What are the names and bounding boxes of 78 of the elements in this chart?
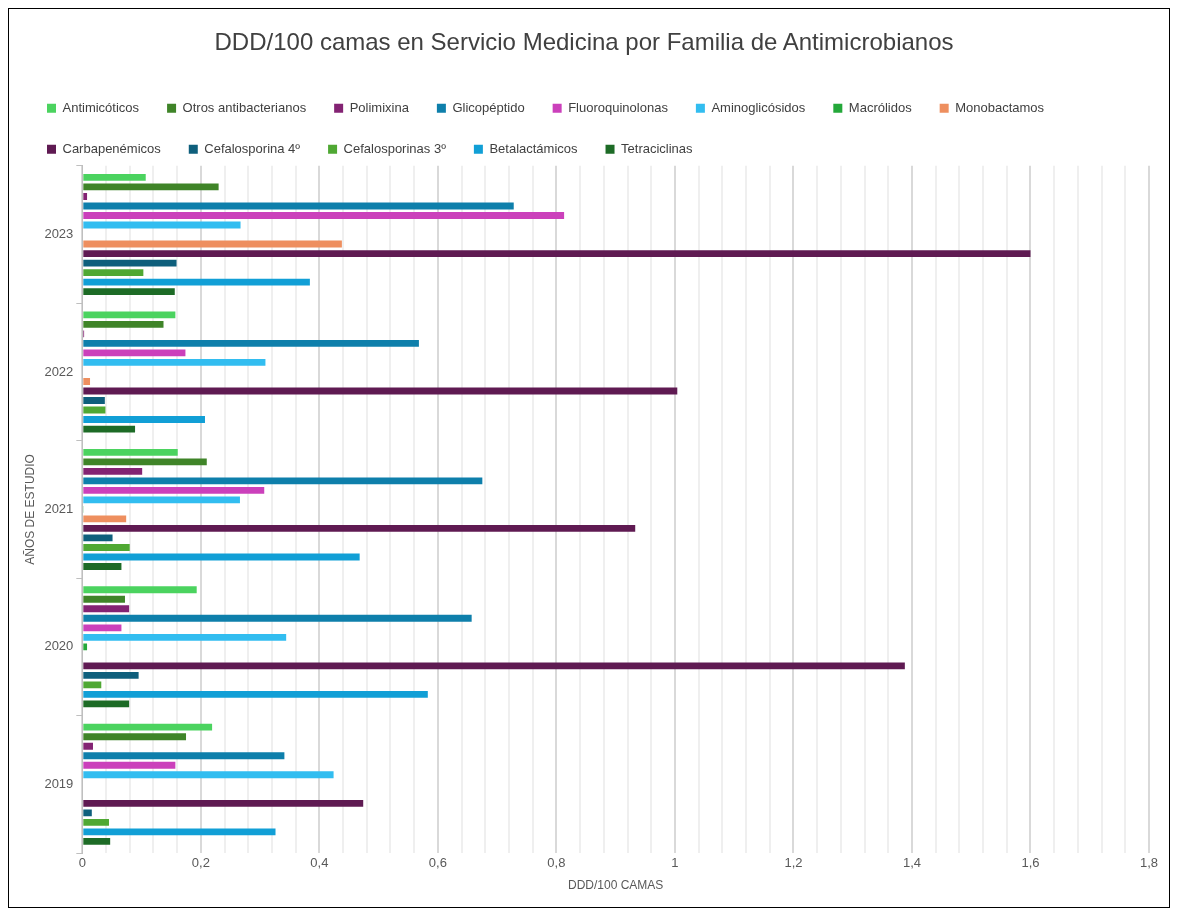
bar xyxy=(83,662,905,670)
bar xyxy=(83,586,197,594)
y-tick-label: 2019 xyxy=(44,775,74,791)
bar xyxy=(83,742,93,750)
bar xyxy=(83,544,130,551)
bar xyxy=(83,534,113,542)
bar xyxy=(83,671,139,679)
bar xyxy=(83,477,483,485)
x-tick-label: 1,8 xyxy=(1139,855,1159,871)
x-tick-label: 1,6 xyxy=(1021,855,1040,871)
bar xyxy=(83,752,285,760)
legend-label: Cefalosporinas 3º xyxy=(343,140,447,156)
bar xyxy=(83,416,205,423)
legend-label: Otros antibacterianos xyxy=(182,99,307,115)
bar xyxy=(83,837,111,845)
bar xyxy=(83,633,287,641)
x-tick-label: 0 xyxy=(78,855,86,871)
bar xyxy=(83,288,175,296)
bar xyxy=(83,359,266,366)
legend-label: Aminoglicósidos xyxy=(711,99,806,115)
x-axis-title: DDD/100 CAMAS xyxy=(567,878,664,893)
bar xyxy=(83,193,88,200)
bar xyxy=(83,799,364,807)
bar xyxy=(83,250,1031,257)
x-tick-label: 1,4 xyxy=(902,855,921,871)
x-tick-label: 0,4 xyxy=(310,855,329,871)
bar xyxy=(83,378,91,385)
x-tick-label: 0,2 xyxy=(191,855,210,871)
bar xyxy=(83,761,176,769)
bar xyxy=(83,320,164,328)
bar xyxy=(83,269,144,277)
x-tick-label: 1 xyxy=(671,855,679,871)
bar xyxy=(83,605,130,613)
bar xyxy=(83,311,176,319)
legend-label: Glicopéptido xyxy=(452,99,525,115)
bar xyxy=(83,809,92,817)
bar xyxy=(83,624,122,632)
bar xyxy=(83,771,334,779)
bar xyxy=(83,690,428,698)
bar xyxy=(83,174,146,181)
legend-label: Cefalosporina 4º xyxy=(204,140,301,156)
x-tick-label: 1,2 xyxy=(784,855,803,871)
bar xyxy=(83,723,213,731)
legend-label: Fluoroquinolonas xyxy=(568,99,669,115)
x-tick-label: 0,6 xyxy=(428,855,447,871)
bar xyxy=(83,614,472,622)
bar xyxy=(83,397,105,404)
bar xyxy=(83,525,636,532)
bar xyxy=(83,496,240,504)
legend-label: Carbapenémicos xyxy=(62,140,162,156)
bar xyxy=(83,515,127,523)
y-axis-title: AÑOS DE ESTUDIO xyxy=(22,454,37,565)
legend-label: Betalactámicos xyxy=(489,140,579,156)
bar xyxy=(83,448,178,456)
y-tick-label: 2020 xyxy=(44,638,74,654)
bar xyxy=(83,339,419,347)
bar xyxy=(83,681,102,689)
chart-title: DDD/100 camas en Servicio Medicina por Familia de Antimicrobianos xyxy=(214,28,954,56)
bar xyxy=(83,643,88,651)
y-tick-label: 2023 xyxy=(44,226,74,242)
legend-label: Macrólidos xyxy=(848,99,913,115)
bar xyxy=(83,828,276,836)
x-tick-label: 0,8 xyxy=(547,855,566,871)
bar xyxy=(83,278,310,286)
bar xyxy=(83,595,125,603)
bar xyxy=(83,563,122,570)
bar xyxy=(83,212,565,219)
legend-label: Monobactamos xyxy=(955,99,1045,115)
legend-label: Tetraciclinas xyxy=(621,140,694,156)
bar xyxy=(83,818,109,826)
bar xyxy=(83,458,207,466)
legend-label: Polimixina xyxy=(349,99,410,115)
bar xyxy=(83,467,143,475)
bar xyxy=(83,733,187,741)
y-tick-label: 2021 xyxy=(44,500,74,516)
bar xyxy=(83,486,265,494)
legend-label: Antimicóticos xyxy=(62,99,140,115)
y-tick-label: 2022 xyxy=(44,363,74,379)
